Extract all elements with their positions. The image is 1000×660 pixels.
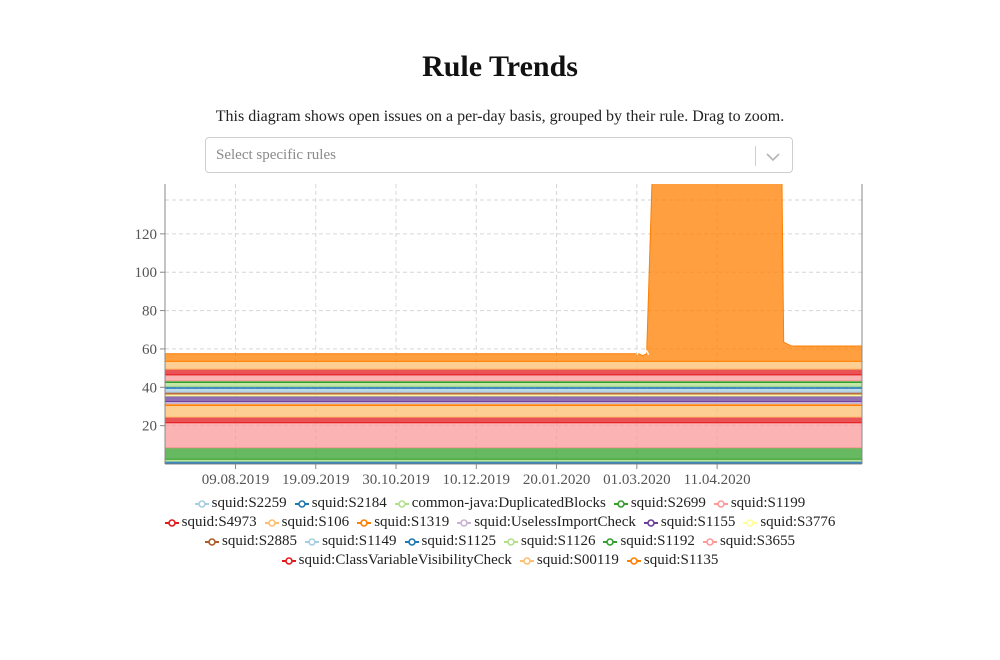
legend-marker-icon: [281, 556, 296, 565]
legend-item[interactable]: squid:S4973: [164, 513, 257, 532]
legend-marker-icon: [613, 499, 628, 508]
legend-marker-icon: [164, 518, 179, 527]
legend-marker-icon: [743, 518, 758, 527]
series-area-squid-s1126: [165, 381, 862, 387]
legend-label: squid:S1199: [730, 495, 806, 511]
x-tick-label: 10.12.2019: [443, 472, 511, 488]
legend-marker-icon: [394, 499, 409, 508]
legend-label: squid:S1135: [643, 552, 719, 568]
legend-label: squid:S106: [281, 514, 350, 530]
legend-marker-icon: [264, 518, 279, 527]
legend-marker-icon: [702, 537, 717, 546]
x-tick-label: 19.09.2019: [282, 472, 350, 488]
legend-item[interactable]: squid:S00119: [519, 551, 619, 570]
legend-item[interactable]: squid:S1155: [643, 513, 736, 532]
legend-marker-icon: [713, 499, 728, 508]
legend-row: squid:S4973 squid:S106 squid:S1319 squid:Us…: [0, 513, 1000, 532]
y-tick-label: 40: [142, 380, 157, 396]
legend-marker-icon: [294, 499, 309, 508]
legend-item[interactable]: squid:S106: [264, 513, 350, 532]
x-tick-label: 30.10.2019: [362, 472, 430, 488]
legend-item[interactable]: squid:ClassVariableVisibilityCheck: [281, 551, 512, 570]
y-tick-label: 60: [142, 342, 157, 358]
legend-label: squid:S1192: [620, 533, 695, 549]
legend-item[interactable]: squid:S1149: [305, 532, 397, 551]
legend-label: squid:S00119: [536, 552, 619, 568]
legend-item[interactable]: squid:S2885: [205, 532, 297, 551]
chevron-down-icon[interactable]: [762, 144, 784, 168]
legend-marker-icon: [194, 499, 209, 508]
series-area-squid-s2699: [165, 447, 862, 460]
legend-label: squid:S1126: [521, 533, 596, 549]
legend-label: squid:S1125: [421, 533, 496, 549]
series-area-squid-s4973: [165, 416, 862, 424]
legend-label: squid:S4973: [181, 514, 257, 530]
legend-marker-icon: [643, 518, 658, 527]
y-tick-label: 80: [142, 304, 157, 320]
legend-label: squid:S2259: [211, 495, 287, 511]
legend-item[interactable]: squid:S1199: [713, 494, 806, 513]
legend-item[interactable]: squid:S2184: [294, 494, 387, 513]
y-tick-label: 120: [135, 227, 158, 243]
rule-select-placeholder: Select specific rules: [216, 147, 336, 163]
legend-marker-icon: [603, 537, 618, 546]
y-tick-label: 20: [142, 419, 157, 435]
legend-label: squid:S1149: [322, 533, 397, 549]
legend-item[interactable]: squid:S2699: [613, 494, 706, 513]
legend-item[interactable]: squid:S1192: [603, 532, 695, 551]
series-area-squid-s3655: [165, 374, 862, 382]
x-tick-label: 01.03.2020: [603, 472, 671, 488]
legend-row: squid:ClassVariableVisibilityCheck squid:…: [0, 551, 1000, 570]
legend-item[interactable]: squid:S1126: [504, 532, 595, 551]
series-area-squid-s1135: [165, 184, 862, 362]
legend-marker-icon: [457, 518, 472, 527]
series-areas: [165, 184, 862, 464]
legend-label: squid:S2699: [630, 495, 706, 511]
legend-marker-icon: [504, 537, 518, 546]
legend-marker-icon: [626, 556, 641, 565]
x-tick-label: 11.04.2020: [684, 472, 751, 488]
rule-select[interactable]: Select specific rules: [205, 137, 793, 173]
legend-item[interactable]: squid:S1125: [404, 532, 496, 551]
legend-item[interactable]: squid:S1135: [626, 551, 719, 570]
legend-label: squid:UselessImportCheck: [474, 514, 636, 530]
series-area-squid-s1155: [165, 395, 862, 403]
series-area-squid-s00119: [165, 360, 862, 370]
legend-item[interactable]: common-java:DuplicatedBlocks: [394, 494, 606, 513]
chart-description: This diagram shows open issues on a per-…: [215, 108, 785, 125]
legend-item[interactable]: squid:UselessImportCheck: [457, 513, 636, 532]
x-tick-label: 20.01.2020: [523, 472, 591, 488]
series-area-squid-s1149: [165, 387, 862, 393]
legend-item[interactable]: squid:S2259: [194, 494, 287, 513]
legend-label: squid:S2885: [222, 533, 298, 549]
dip-marker: [636, 350, 650, 356]
legend-item[interactable]: squid:S3655: [702, 532, 795, 551]
legend-marker-icon: [205, 537, 220, 546]
legend-label: squid:ClassVariableVisibilityCheck: [298, 552, 512, 568]
legend-label: squid:S1319: [374, 514, 450, 530]
legend-label: common-java:DuplicatedBlocks: [411, 495, 606, 511]
legend-row: squid:S2259 squid:S2184 common-java:Duplic…: [0, 494, 1000, 513]
chart-legend: squid:S2259 squid:S2184 common-java:Duplic…: [0, 494, 1000, 570]
series-area-squid-s1199: [165, 422, 862, 449]
legend-row: squid:S2885 squid:S1149 squid:S1125 squid:S…: [0, 532, 1000, 551]
legend-marker-icon: [357, 518, 372, 527]
legend-item[interactable]: squid:S1319: [357, 513, 449, 532]
legend-item[interactable]: squid:S3776: [743, 513, 835, 532]
legend-label: squid:S2184: [311, 495, 387, 511]
y-tick-label: 100: [135, 265, 158, 281]
series-area-squid-s106: [165, 405, 862, 418]
legend-marker-icon: [404, 537, 419, 546]
series-area-squid-classvariablevisibilitycheck: [165, 368, 862, 376]
x-tick-label: 09.08.2019: [202, 472, 270, 488]
select-separator: [755, 146, 756, 166]
page-title: Rule Trends: [422, 50, 578, 83]
legend-label: squid:S3655: [719, 533, 795, 549]
legend-label: squid:S3776: [760, 514, 836, 530]
legend-marker-icon: [305, 537, 320, 546]
legend-marker-icon: [519, 556, 534, 565]
rule-trends-chart[interactable]: 20 40 60 80 100 120 09.08.2019 19.09.2019 30.10.…: [0, 0, 1000, 490]
legend-label: squid:S1155: [660, 514, 736, 530]
